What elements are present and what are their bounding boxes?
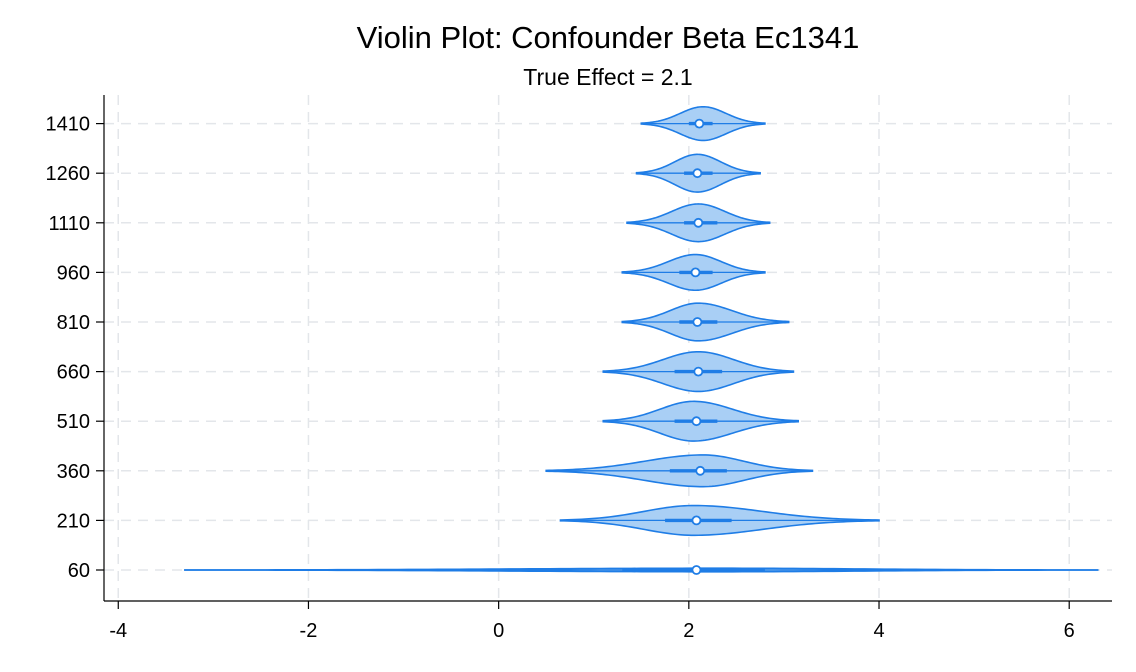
x-tick-label: 4 (873, 620, 884, 642)
violin-median-marker (691, 416, 702, 427)
violin-median-marker (695, 465, 706, 476)
x-tick-label: 2 (683, 620, 694, 642)
y-tick-label: 1410 (46, 114, 91, 136)
y-tick-label: 1260 (46, 163, 91, 185)
violin-median-marker (692, 168, 703, 179)
violin-median-marker (694, 118, 705, 129)
x-tick-label: 6 (1064, 620, 1075, 642)
y-tick-label: 210 (57, 510, 90, 532)
violin-median-marker (693, 217, 704, 228)
x-tick-label: -2 (300, 620, 318, 642)
y-tick-label: 660 (57, 362, 90, 384)
x-tick-label: -4 (109, 620, 127, 642)
violin-median-marker (692, 317, 703, 327)
y-tick-label: 810 (57, 312, 90, 334)
violin-layer (184, 105, 1099, 575)
y-tick-label: 960 (57, 262, 90, 284)
y-tick-label: 510 (57, 411, 90, 433)
violin-median-marker (691, 565, 702, 575)
y-tick-label: 360 (57, 461, 90, 483)
x-tick-label: 0 (493, 620, 504, 642)
violin-median-marker (690, 267, 701, 278)
y-tick-label: 1110 (48, 213, 90, 235)
chart-title: Violin Plot: Confounder Beta Ec1341 (357, 20, 860, 55)
violin-median-marker (693, 366, 704, 377)
grid-layer (104, 95, 1112, 601)
violin-median-marker (691, 515, 702, 526)
chart-subtitle: True Effect = 2.1 (523, 64, 692, 90)
y-tick-label: 60 (68, 560, 90, 582)
